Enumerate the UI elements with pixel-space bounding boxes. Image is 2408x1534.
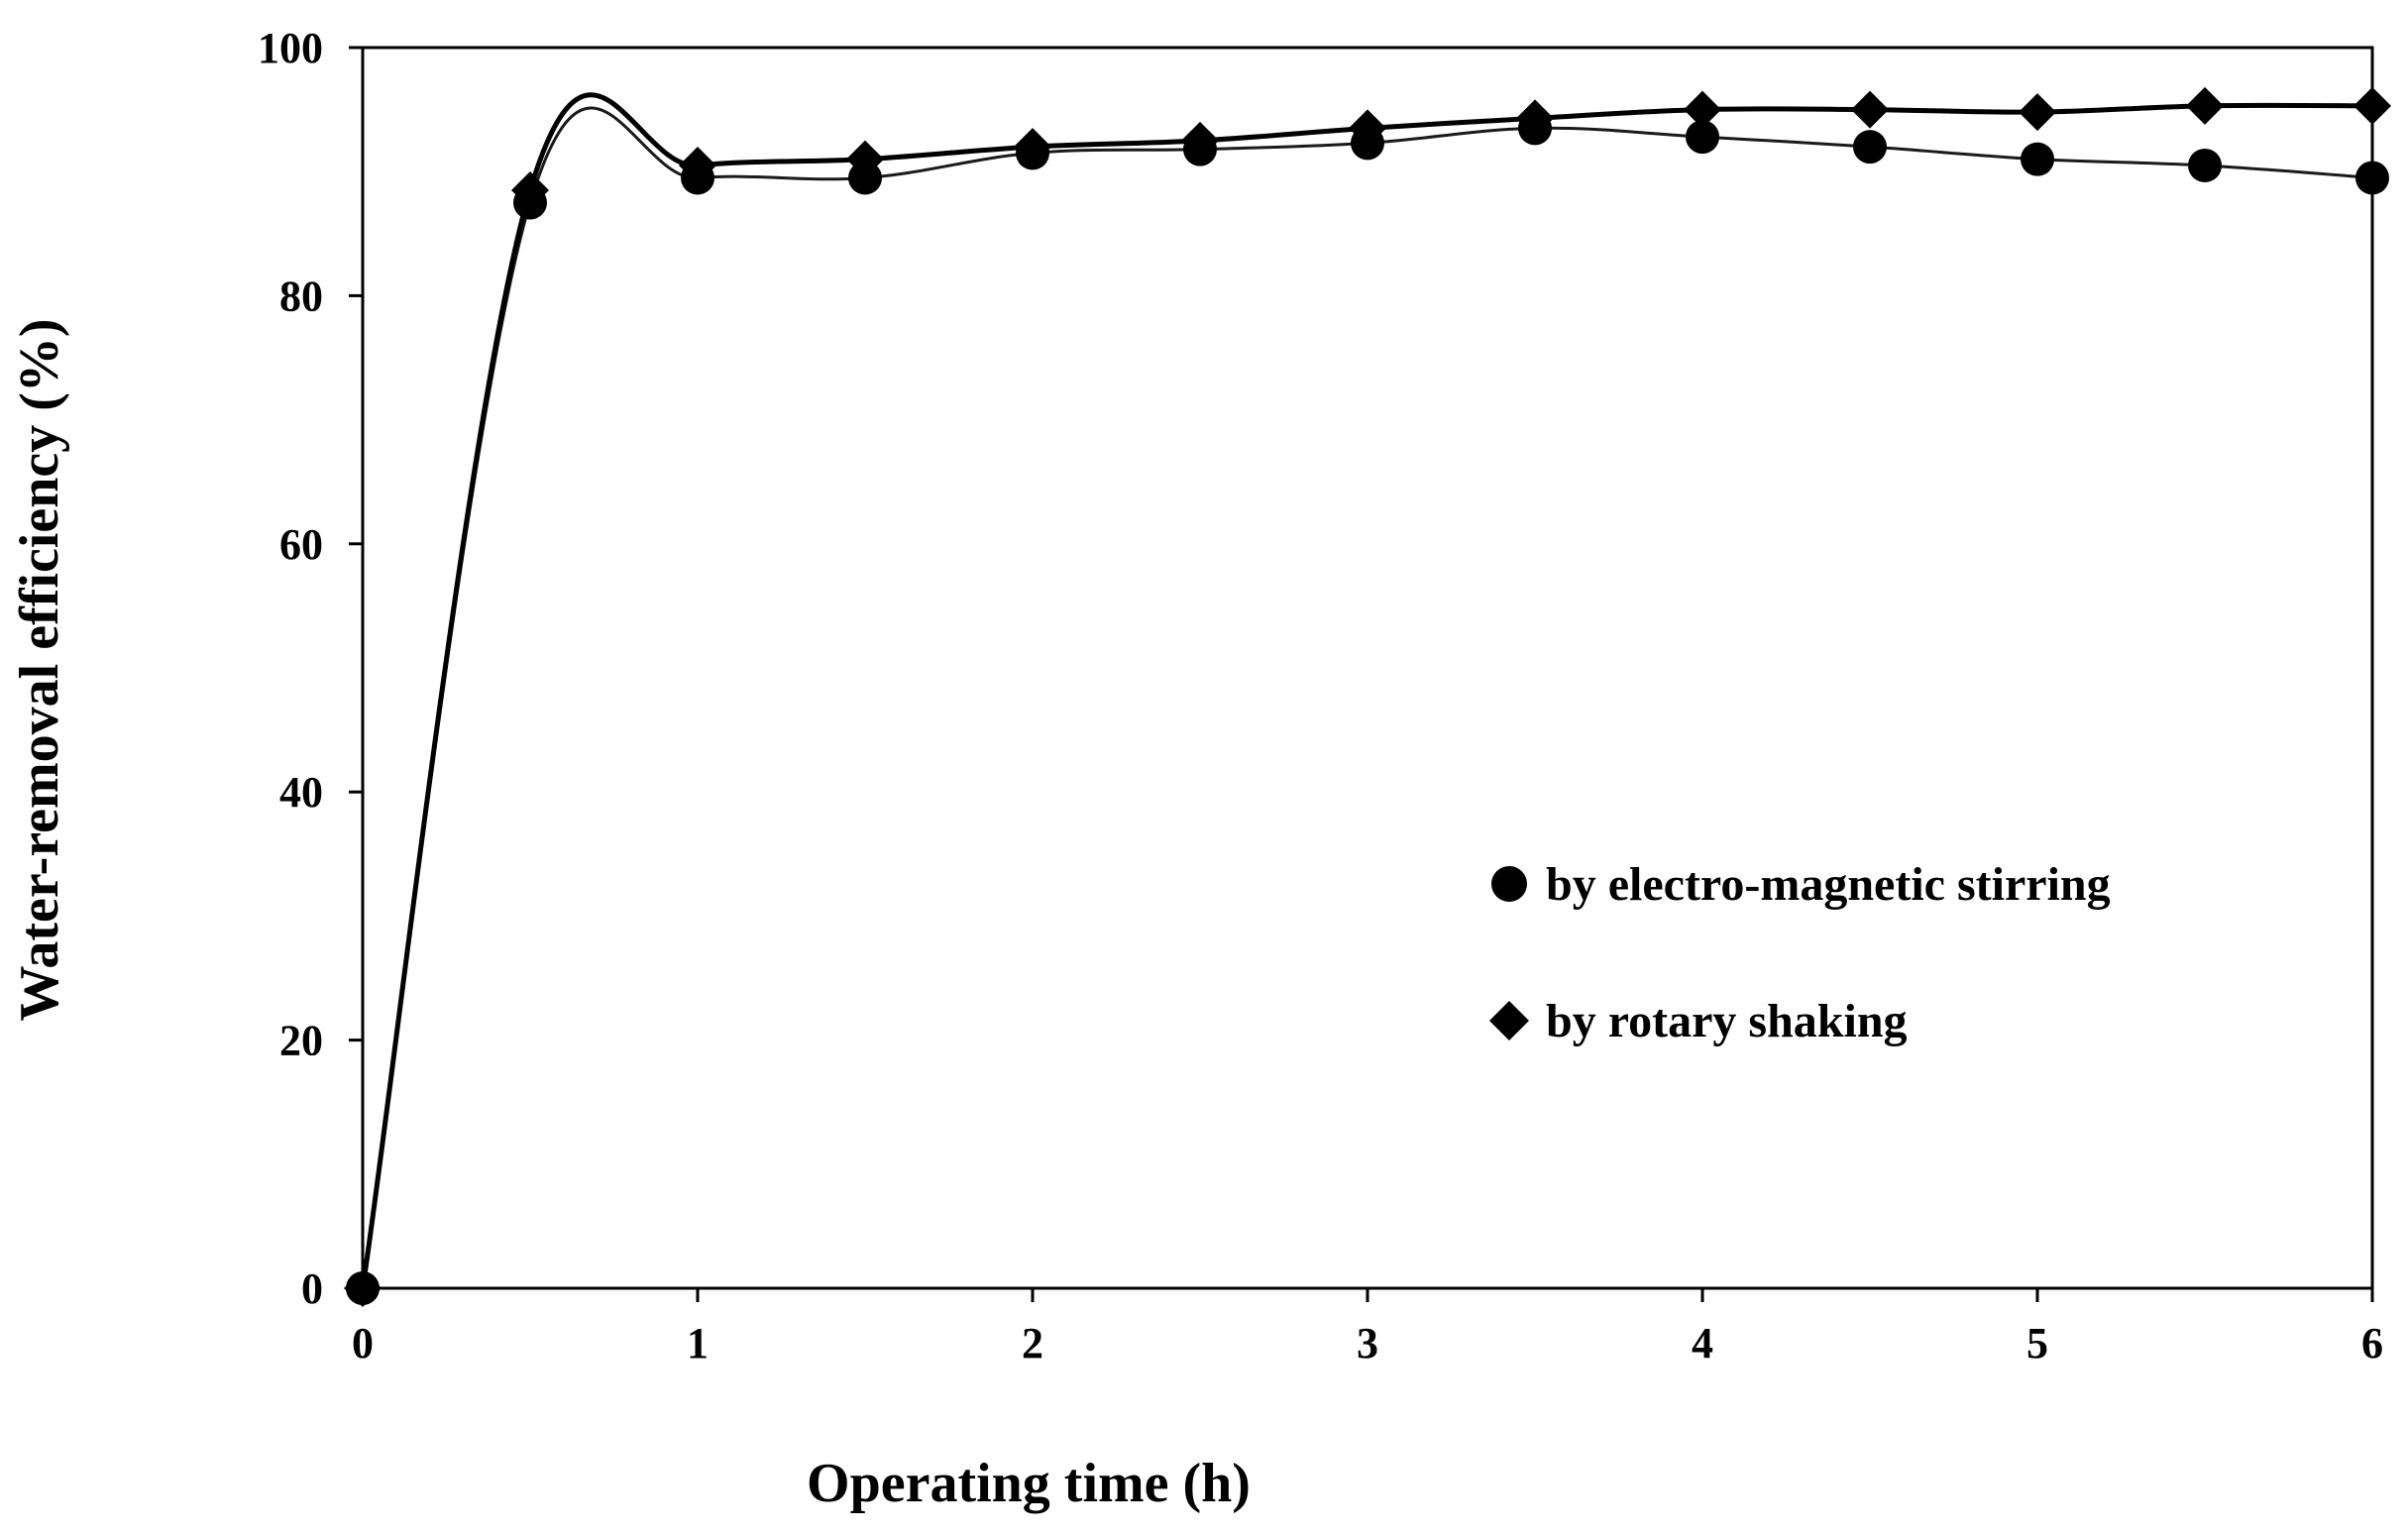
data-point-stirring (1853, 130, 1887, 164)
data-point-shaking (1014, 128, 1051, 166)
series-line-stirring (361, 106, 2373, 1289)
x-tick-label: 3 (1357, 1319, 1378, 1368)
data-point-stirring (2188, 148, 2222, 182)
data-point-stirring (2021, 142, 2054, 176)
y-tick-label: 0 (301, 1264, 323, 1313)
y-tick-label: 60 (279, 520, 323, 569)
data-point-shaking (846, 140, 884, 178)
y-tick-label: 100 (258, 24, 323, 72)
y-tick-label: 20 (279, 1017, 323, 1065)
data-point-shaking (1516, 99, 1554, 138)
x-tick-label: 6 (2361, 1319, 2383, 1368)
legend: by electro-magnetic stirring by rotary s… (1489, 858, 2111, 1047)
x-tick-label: 2 (1022, 1319, 1043, 1368)
data-point-shaking (679, 146, 716, 184)
y-axis-title: Water-removal efficiency (%) (9, 318, 70, 1021)
data-point-shaking (1349, 109, 1386, 148)
series-line-shaking (360, 92, 2373, 1289)
legend-marker-diamond (1489, 1001, 1529, 1041)
x-tick-label: 4 (1692, 1319, 1713, 1368)
y-tick-label: 40 (279, 768, 323, 817)
data-point-shaking (1181, 121, 1219, 160)
legend-label-stirring: by electro-magnetic stirring (1546, 858, 2111, 911)
x-tick-label: 0 (352, 1319, 374, 1368)
legend-marker-circle (1491, 866, 1527, 902)
data-point-shaking (2186, 86, 2224, 125)
data-point-stirring (1686, 120, 1719, 155)
y-tick-label: 80 (279, 272, 323, 320)
data-point-shaking (1851, 90, 1889, 129)
data-point-shaking (1684, 90, 1721, 129)
x-axis-title: Operating time (h) (807, 1453, 1251, 1514)
data-point-shaking (2019, 93, 2056, 132)
data-point-shaking (511, 170, 549, 209)
x-tick-label: 5 (2026, 1319, 2048, 1368)
plot-frame (361, 46, 2374, 1290)
x-tick-label: 1 (687, 1319, 709, 1368)
legend-label-shaking: by rotary shaking (1546, 995, 1908, 1047)
